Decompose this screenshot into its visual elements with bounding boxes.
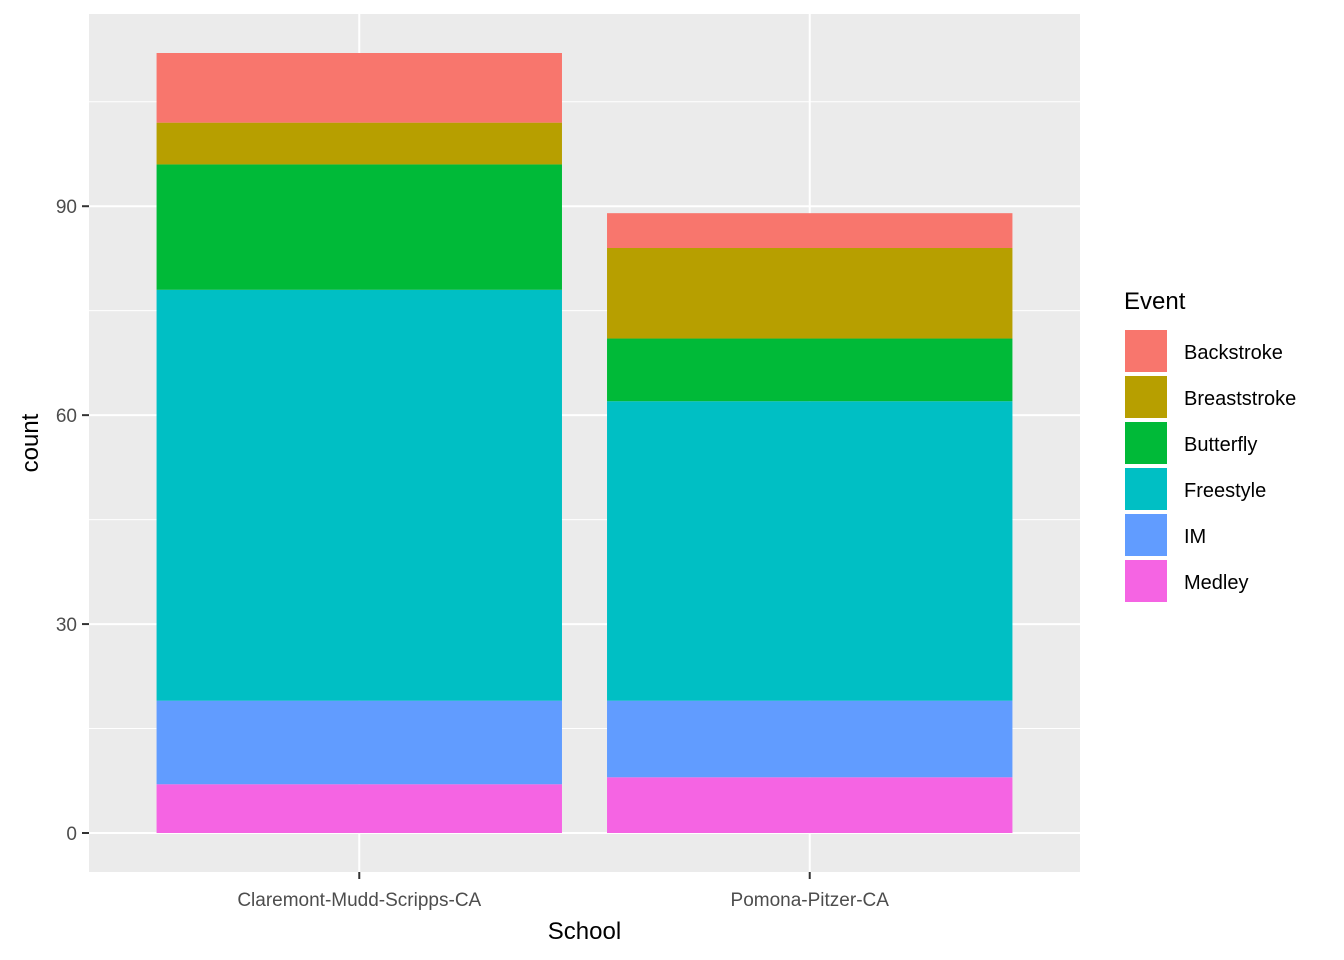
legend-key-butterfly bbox=[1123, 420, 1169, 466]
bar-segment-im bbox=[607, 700, 1013, 778]
legend-key-breaststroke bbox=[1123, 374, 1169, 420]
bar-segment-medley bbox=[156, 784, 562, 833]
y-axis: 0 30 60 90 bbox=[56, 197, 89, 845]
legend-key-im bbox=[1123, 512, 1169, 558]
y-tick-label: 30 bbox=[56, 615, 77, 636]
y-tick-label: 90 bbox=[56, 197, 77, 218]
bar-segment-im bbox=[156, 700, 562, 785]
legend-label: IM bbox=[1184, 526, 1206, 548]
legend-items: Backstroke Breaststroke Butterfly Freestyle… bbox=[1123, 328, 1296, 604]
legend-label: Backstroke bbox=[1184, 342, 1283, 364]
bar-segment-butterfly bbox=[607, 338, 1013, 402]
bar-segment-backstroke bbox=[607, 213, 1013, 248]
legend: Event Backstroke Breaststroke Butterfly Fre… bbox=[1123, 288, 1296, 604]
bar-segment-freestyle bbox=[156, 289, 562, 701]
x-axis: Claremont-Mudd-Scripps-CA Pomona-Pitzer-C… bbox=[237, 872, 889, 911]
y-axis-title: count bbox=[17, 413, 44, 472]
bar-segment-breaststroke bbox=[607, 248, 1013, 339]
bar-segment-backstroke bbox=[156, 53, 562, 123]
bars bbox=[156, 53, 1013, 833]
bar-segment-breaststroke bbox=[156, 122, 562, 165]
legend-label: Breaststroke bbox=[1184, 388, 1296, 410]
legend-label: Medley bbox=[1184, 572, 1248, 594]
legend-key-backstroke bbox=[1123, 328, 1169, 374]
legend-key-medley bbox=[1123, 558, 1169, 604]
bar-segment-freestyle bbox=[607, 401, 1013, 701]
x-axis-title: School bbox=[548, 918, 621, 945]
x-tick-label: Claremont-Mudd-Scripps-CA bbox=[237, 890, 481, 911]
bar-segment-butterfly bbox=[156, 164, 562, 290]
y-tick-label: 60 bbox=[56, 406, 77, 427]
legend-label: Freestyle bbox=[1184, 480, 1266, 502]
x-tick-label: Pomona-Pitzer-CA bbox=[731, 890, 890, 911]
legend-title: Event bbox=[1124, 288, 1186, 315]
legend-label: Butterfly bbox=[1184, 434, 1257, 456]
bar-segment-medley bbox=[607, 777, 1013, 833]
legend-key-freestyle bbox=[1123, 466, 1169, 512]
y-tick-label: 0 bbox=[66, 824, 77, 845]
